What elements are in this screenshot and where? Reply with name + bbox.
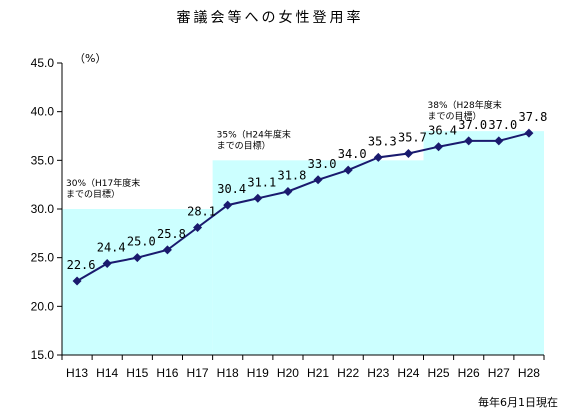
chart-texts: 審議会等への女性登用率 （%） 毎年6月1日現在 xyxy=(74,9,558,409)
x-tick-label: H20 xyxy=(277,366,299,380)
data-point xyxy=(253,193,263,203)
y-tick-label: 45.0 xyxy=(31,56,55,70)
x-tick-label: H15 xyxy=(126,366,148,380)
data-point xyxy=(313,175,323,185)
data-label: 25.0 xyxy=(127,235,156,249)
x-tick-label: H13 xyxy=(66,366,88,380)
data-point xyxy=(283,186,293,196)
y-tick-label: 20.0 xyxy=(31,299,55,313)
y-tick-label: 15.0 xyxy=(31,348,55,362)
x-tick-label: H22 xyxy=(337,366,359,380)
series-polyline xyxy=(76,132,530,282)
x-tick-label: H25 xyxy=(428,366,450,380)
data-point xyxy=(162,245,172,255)
x-tick-label: H24 xyxy=(397,366,419,380)
data-label: 22.6 xyxy=(67,258,96,272)
data-point xyxy=(343,165,353,175)
data-point xyxy=(373,152,383,162)
target-area-2 xyxy=(212,160,424,355)
data-label: 35.7 xyxy=(398,131,427,145)
x-tick-label: H17 xyxy=(187,366,209,380)
target-label-2-line2: までの目標） xyxy=(217,139,271,151)
data-label: 25.8 xyxy=(157,227,186,241)
series-points xyxy=(72,128,534,286)
x-tick-label: H26 xyxy=(458,366,480,380)
data-point xyxy=(494,136,504,146)
data-label: 31.8 xyxy=(277,168,306,182)
data-point xyxy=(72,276,82,286)
x-tick-label: H27 xyxy=(488,366,510,380)
data-point xyxy=(223,200,233,210)
chart-title: 審議会等への女性登用率 xyxy=(177,9,364,26)
y-unit-label: （%） xyxy=(74,52,106,65)
data-label: 31.1 xyxy=(247,175,276,189)
target-label-1-line2: までの目標） xyxy=(66,188,120,200)
data-point xyxy=(102,259,112,269)
x-tick-label: H14 xyxy=(96,366,118,380)
axes: 15.0 20.0 25.0 30.0 35.0 40.0 45.0 H13 H14 H15 H16… xyxy=(31,56,545,380)
target-label-3-line2: までの目標） xyxy=(428,110,482,122)
data-point xyxy=(193,222,203,232)
target-label-1-line1: 30%（H17年度末 xyxy=(66,177,140,189)
target-annotations: 30%（H17年度末までの目標）35%（H24年度末までの目標）38%（H28年… xyxy=(66,99,502,200)
data-label: 35.3 xyxy=(368,134,397,148)
data-label: 37.8 xyxy=(518,110,547,124)
target-areas xyxy=(62,131,544,355)
data-label: 37.0 xyxy=(488,118,517,132)
data-labels: 22.624.4 25.025.828.130.4 31.1 31.833.034.0… xyxy=(67,110,548,272)
series-line xyxy=(76,132,530,282)
data-point xyxy=(132,253,142,263)
data-label: 36.4 xyxy=(428,124,457,138)
data-point xyxy=(403,149,413,159)
data-label: 24.4 xyxy=(97,241,126,255)
data-label: 30.4 xyxy=(217,182,246,196)
x-tick-label: H23 xyxy=(367,366,389,380)
y-tick-label: 30.0 xyxy=(31,202,55,216)
footnote: 毎年6月1日現在 xyxy=(478,395,558,409)
data-point xyxy=(524,128,534,138)
data-point xyxy=(464,136,474,146)
x-tick-label: H28 xyxy=(518,366,540,380)
target-area-1 xyxy=(62,209,213,355)
data-label: 34.0 xyxy=(338,147,367,161)
target-area-3 xyxy=(423,131,544,355)
data-point xyxy=(434,142,444,152)
x-tick-label: H16 xyxy=(156,366,178,380)
x-tick-label: H18 xyxy=(217,366,239,380)
x-tick-label: H19 xyxy=(247,366,269,380)
y-tick-label: 25.0 xyxy=(31,251,55,265)
data-label: 37.0 xyxy=(458,118,487,132)
target-label-3-line1: 38%（H28年度末 xyxy=(428,99,502,111)
y-tick-label: 40.0 xyxy=(31,105,55,119)
x-tick-label: H21 xyxy=(307,366,329,380)
y-tick-label: 35.0 xyxy=(31,153,55,167)
target-label-2-line1: 35%（H24年度末 xyxy=(217,128,291,140)
data-label: 33.0 xyxy=(308,157,337,171)
data-label: 28.1 xyxy=(187,204,216,218)
